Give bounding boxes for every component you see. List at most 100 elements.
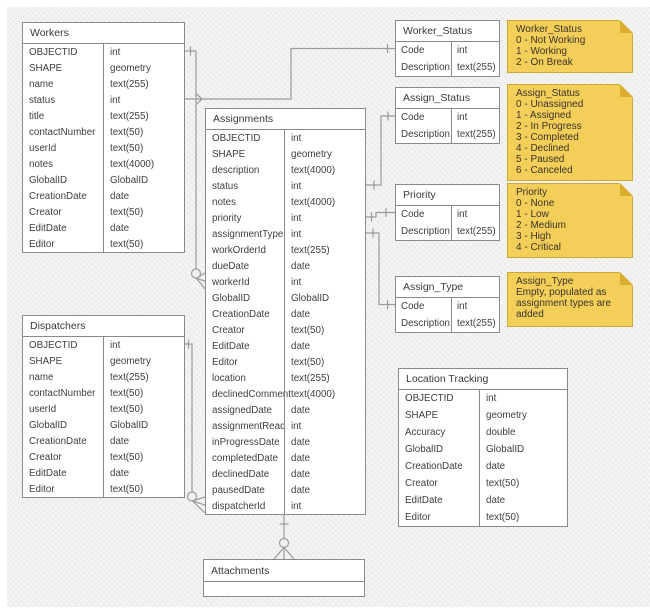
table-field-row: assignedDate date (206, 402, 365, 418)
connector-workers-workerstatus (185, 44, 395, 105)
table-field-row: notes text(4000) (206, 194, 365, 210)
field-name: Editor (29, 238, 55, 250)
table-title: Assignments (206, 109, 365, 130)
field-name: inProgressDate (212, 436, 280, 448)
field-name: GlobalID (405, 444, 444, 455)
note-line: 4 - Declined (516, 143, 570, 154)
table-fields: OBJECTID int SHAPE geometry name text(255) sta… (23, 44, 184, 252)
note-line: 2 - Medium (516, 220, 567, 231)
table-title-text: Dispatchers (30, 320, 86, 332)
table-field-row: userId text(50) (23, 401, 184, 417)
table-field-row: dueDate date (206, 258, 365, 274)
table-assign-status: Assign_Status Code int Description text(255… (395, 87, 500, 144)
field-type: geometry (479, 407, 567, 424)
note-line: 0 - Unassigned (516, 99, 584, 110)
table-fields: Code int Description text(255) (396, 109, 499, 143)
table-dispatchers: Dispatchers OBJECTID int SHAPE geometry name… (22, 315, 185, 498)
field-type: int (284, 210, 365, 226)
table-field-row: name text(255) (23, 369, 184, 385)
table-field-row: status int (23, 92, 184, 108)
field-type: text(255) (451, 126, 499, 143)
table-field-row: SHAPE geometry (23, 353, 184, 369)
field-type: date (103, 465, 184, 481)
table-field-row: Description text(255) (396, 315, 499, 332)
table-field-row: CreationDate date (23, 188, 184, 204)
field-name: Code (401, 112, 425, 123)
table-field-row: SHAPE geometry (399, 407, 567, 424)
table-field-row: declinedDate date (206, 466, 365, 482)
table-field-row: EditDate date (206, 338, 365, 354)
field-name: Code (401, 301, 425, 312)
field-name: CreationDate (212, 308, 270, 320)
connector-workers-assignments (185, 46, 206, 290)
field-name: contactNumber (29, 387, 96, 399)
field-name: GlobalID (212, 292, 251, 304)
field-type: int (451, 42, 499, 59)
table-worker-status: Worker_Status Code int Description text(255… (395, 20, 500, 77)
field-name: dispatcherId (212, 500, 266, 512)
field-type: date (284, 434, 365, 450)
field-name: name (29, 371, 54, 383)
field-type: int (103, 44, 184, 60)
field-name: Editor (405, 512, 431, 523)
note-line: Empty, populated as (516, 287, 607, 298)
table-field-row: OBJECTID int (399, 390, 567, 407)
field-name: SHAPE (29, 62, 63, 74)
field-name: title (29, 110, 45, 122)
table-field-row: location text(255) (206, 370, 365, 386)
field-type: text(50) (103, 385, 184, 401)
field-name: Description (401, 129, 451, 140)
table-field-row: Editor text(50) (23, 481, 184, 497)
table-field-row: Code int (396, 298, 499, 315)
table-title: Assign_Type (396, 277, 499, 298)
table-field-row: Creator text(50) (23, 204, 184, 220)
field-name: location (212, 372, 246, 384)
connector-dispatchers-assignments (185, 339, 206, 514)
table-location-tracking: Location Tracking OBJECTID int SHAPE geomet… (398, 368, 568, 527)
connector-assignments-assignstatus (366, 111, 395, 190)
sticky-note-assign-status: Assign_Status 0 - Unassigned 1 - Assigned… (507, 84, 633, 181)
sticky-note-priority: Priority 0 - None 1 - Low 2 - Medium 3 - Hi… (507, 183, 633, 258)
table-assign-type: Assign_Type Code int Description text(255) (395, 276, 500, 333)
table-field-row: Accuracy double (399, 424, 567, 441)
table-field-row: priority int (206, 210, 365, 226)
table-field-row: GlobalID GlobalID (399, 441, 567, 458)
field-name: completedDate (212, 452, 278, 464)
field-type: geometry (103, 60, 184, 76)
field-type: date (103, 220, 184, 236)
table-field-row: Creator text(50) (399, 475, 567, 492)
field-type: text(50) (284, 354, 365, 370)
field-type: text(255) (451, 315, 499, 332)
field-name: SHAPE (212, 148, 246, 160)
table-field-row: Editor text(50) (206, 354, 365, 370)
table-field-row: contactNumber text(50) (23, 385, 184, 401)
field-name: OBJECTID (212, 132, 261, 144)
table-title-text: Location Tracking (406, 373, 489, 385)
table-workers: Workers OBJECTID int SHAPE geometry name text… (22, 22, 185, 253)
sticky-note-assign-type: Assign_Type Empty, populated as assignmen… (507, 272, 633, 327)
table-title-text: Workers (30, 27, 69, 39)
field-name: Creator (405, 478, 438, 489)
field-type: text(50) (103, 124, 184, 140)
field-name: EditDate (405, 495, 443, 506)
table-field-row: Creator text(50) (206, 322, 365, 338)
note-line: 0 - None (516, 198, 555, 209)
field-type: date (284, 482, 365, 498)
note-line: assignment types are added (516, 298, 612, 320)
field-name: OBJECTID (29, 46, 78, 58)
field-name: workerId (212, 276, 250, 288)
field-type: date (284, 306, 365, 322)
field-type: text(50) (103, 236, 184, 252)
field-name: priority (212, 212, 242, 224)
note-body: 0 - Not Working 1 - Working 2 - On Break (516, 35, 624, 68)
table-field-row: completedDate date (206, 450, 365, 466)
field-name: Creator (29, 206, 62, 218)
table-field-row: Creator text(50) (23, 449, 184, 465)
field-type: text(4000) (284, 386, 365, 402)
field-name: Description (401, 318, 451, 329)
field-name: CreationDate (29, 435, 87, 447)
note-line: 2 - In Progress (516, 121, 582, 132)
field-name: status (29, 94, 56, 106)
field-name: notes (29, 158, 53, 170)
field-type: text(50) (284, 322, 365, 338)
